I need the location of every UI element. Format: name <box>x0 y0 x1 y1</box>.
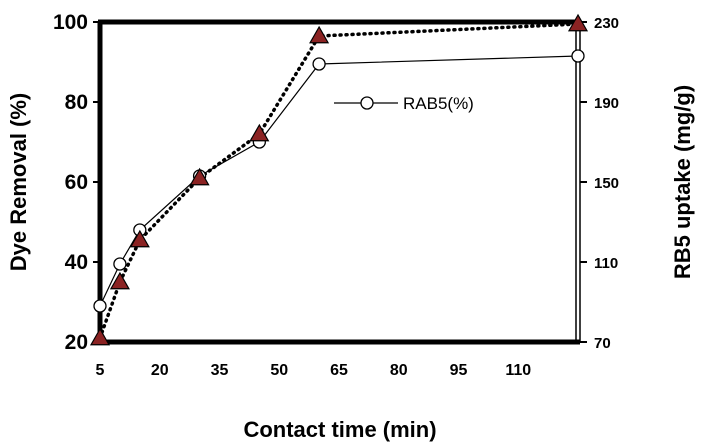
data-point-dye-removal <box>571 49 585 63</box>
data-point-rb5-uptake <box>309 25 330 44</box>
data-point-dye-removal <box>93 299 107 313</box>
y-tick-label: 80 <box>65 91 88 114</box>
data-point-dye-removal <box>113 257 127 271</box>
x-tick-label: 50 <box>270 362 288 379</box>
legend-circle-marker <box>360 96 374 110</box>
data-point-rb5-uptake <box>567 13 589 32</box>
y2-tick-label: 230 <box>594 15 619 32</box>
y-tick-label: 60 <box>65 171 88 194</box>
y-tick-label: 100 <box>53 11 88 34</box>
data-point-rb5-uptake <box>109 271 130 290</box>
y2-tick-label: 150 <box>594 175 619 192</box>
x-tick-label: 65 <box>330 362 348 379</box>
x-tick-label: 35 <box>211 362 229 379</box>
x-axis-title: Contact time (min) <box>243 417 436 442</box>
y2-axis-title: RB5 uptake (mg/g) <box>670 85 695 279</box>
series-dye-removal-line <box>99 55 579 307</box>
legend: RAB5(%) <box>334 94 474 113</box>
x-tick-label: 5 <box>96 362 105 379</box>
x-tick-label: 110 <box>505 362 531 379</box>
x-tick-label: 80 <box>390 362 408 379</box>
y-tick-label: 20 <box>65 331 88 354</box>
plot-frame-layer <box>93 19 587 345</box>
series-layer <box>89 13 589 346</box>
data-point-rb5-uptake <box>89 327 111 346</box>
y-tick-label: 40 <box>65 251 88 274</box>
y2-tick-label: 70 <box>594 335 611 352</box>
y2-tick-label: 110 <box>594 255 618 272</box>
series-rb5-uptake-line <box>98 22 580 340</box>
legend-label: RAB5(%) <box>403 94 474 113</box>
data-point-rb5-uptake <box>189 167 210 186</box>
data-point-rb5-uptake <box>249 123 270 142</box>
data-point-dye-removal <box>312 57 326 71</box>
data-point-rb5-uptake <box>129 229 150 248</box>
y-axis-title: Dye Removal (%) <box>6 93 31 272</box>
x-tick-label: 95 <box>450 362 468 379</box>
y2-tick-label: 190 <box>594 95 619 112</box>
x-tick-label: 20 <box>151 362 169 379</box>
tick-labels-layer: 5 20 35 50 65 80 95 110 20 40 60 80 100 70 110 150 190 23… <box>53 11 619 379</box>
